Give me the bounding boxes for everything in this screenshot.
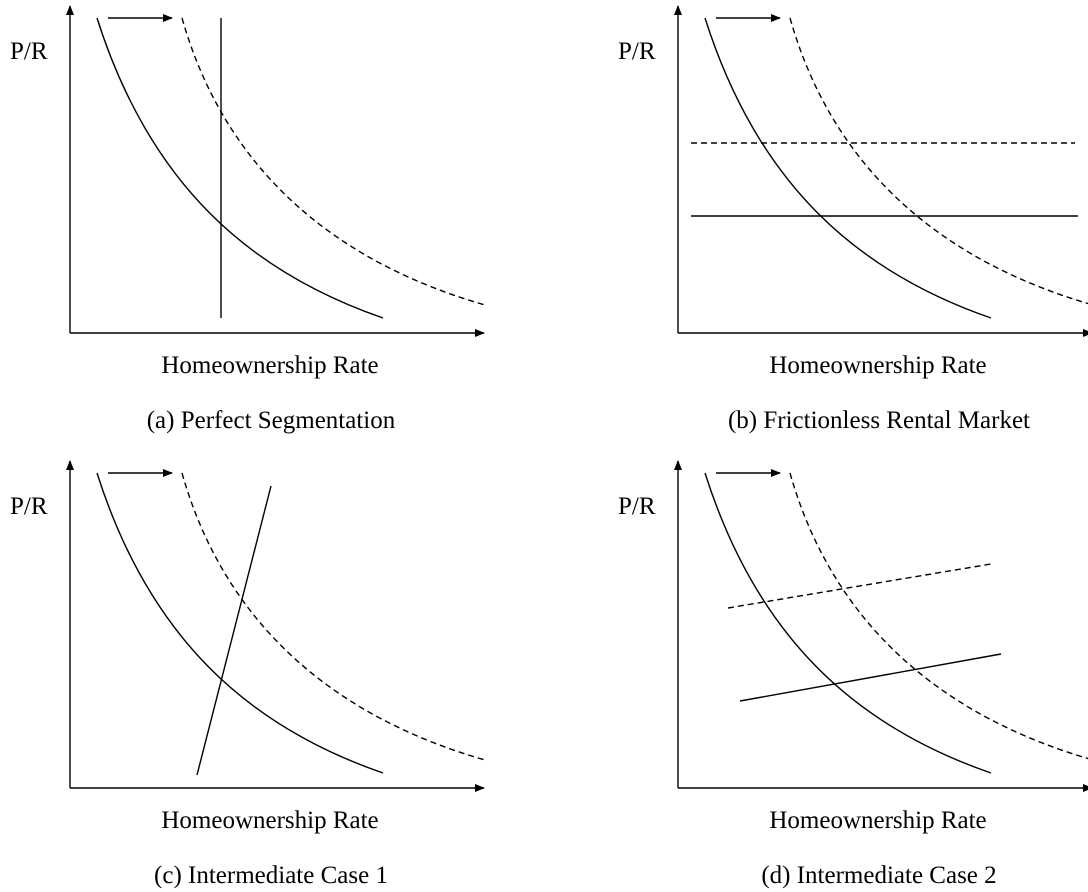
demand-curve (704, 472, 992, 774)
panel: P/R Homeownership Rate (c) Intermediate Ca… (10, 460, 486, 889)
y-axis-label: P/R (618, 38, 656, 65)
caption: (d) Intermediate Case 2 (761, 862, 996, 889)
demand-curve (96, 472, 384, 774)
demand-curve-shifted (789, 17, 1088, 305)
rent-line-shifted (727, 563, 992, 609)
panels: P/R Homeownership Rate (a) Perfect Segment… (10, 5, 1088, 889)
demand-curve-shifted (181, 472, 486, 761)
panel: P/R Homeownership Rate (d) Intermediate Ca… (618, 460, 1088, 889)
demand-curve (96, 17, 384, 319)
panel: P/R Homeownership Rate (b) Frictionless Re… (618, 5, 1088, 434)
panel: P/R Homeownership Rate (a) Perfect Segment… (10, 5, 486, 434)
y-axis-label: P/R (618, 493, 656, 520)
caption: (a) Perfect Segmentation (147, 407, 396, 434)
rent-line (739, 653, 1002, 702)
y-axis-label: P/R (10, 493, 48, 520)
demand-curve-shifted (789, 472, 1088, 760)
x-axis-label: Homeownership Rate (161, 352, 378, 379)
x-axis-label: Homeownership Rate (161, 807, 378, 834)
supply-line (196, 485, 272, 776)
caption: (b) Frictionless Rental Market (728, 407, 1030, 434)
caption: (c) Intermediate Case 1 (154, 862, 388, 889)
demand-curve (704, 17, 992, 319)
y-axis-label: P/R (10, 38, 48, 65)
demand-curve-shifted (181, 17, 486, 306)
x-axis-label: Homeownership Rate (769, 352, 986, 379)
x-axis-label: Homeownership Rate (769, 807, 986, 834)
